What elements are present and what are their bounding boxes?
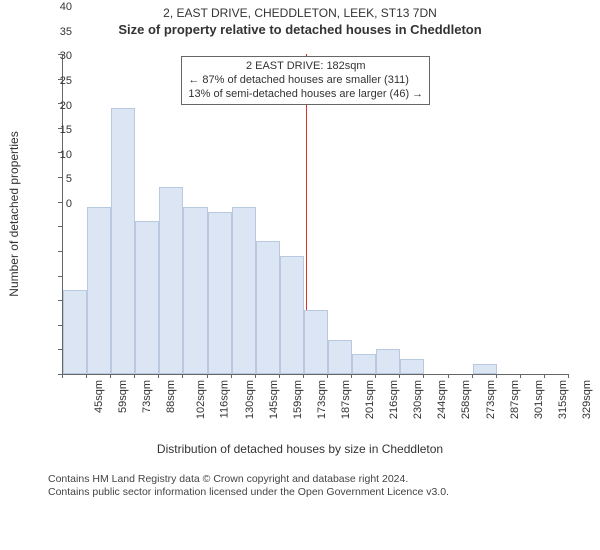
x-tick-label: 45sqm bbox=[93, 380, 105, 413]
footnote-line1: Contains HM Land Registry data © Crown c… bbox=[48, 473, 590, 487]
y-tick-label: 65 bbox=[42, 0, 72, 230]
x-tick-label: 258sqm bbox=[461, 380, 473, 419]
histogram-bar bbox=[208, 212, 232, 374]
y-tick-mark bbox=[58, 54, 62, 55]
histogram-bar bbox=[473, 364, 497, 374]
x-tick-mark bbox=[423, 374, 424, 378]
histogram-bar bbox=[159, 187, 183, 374]
histogram-bar bbox=[87, 207, 111, 374]
x-tick-mark bbox=[207, 374, 208, 378]
x-tick-label: 173sqm bbox=[316, 380, 328, 419]
histogram-bar bbox=[376, 349, 400, 374]
histogram-bar bbox=[328, 340, 352, 374]
x-tick-label: 273sqm bbox=[485, 380, 497, 419]
x-tick-mark bbox=[182, 374, 183, 378]
callout-title: 2 EAST DRIVE: 182sqm bbox=[188, 60, 423, 74]
x-tick-label: 301sqm bbox=[533, 380, 545, 419]
x-tick-label: 73sqm bbox=[141, 380, 153, 413]
x-tick-label: 116sqm bbox=[219, 380, 231, 418]
plot-area: 2 EAST DRIVE: 182sqm ← 87% of detached h… bbox=[62, 54, 569, 375]
x-tick-mark bbox=[134, 374, 135, 378]
reference-callout: 2 EAST DRIVE: 182sqm ← 87% of detached h… bbox=[181, 56, 430, 105]
histogram-bar bbox=[280, 256, 304, 374]
x-tick-label: 287sqm bbox=[509, 380, 521, 419]
footnote: Contains HM Land Registry data © Crown c… bbox=[48, 473, 590, 500]
histogram-bar bbox=[111, 108, 135, 374]
x-tick-mark bbox=[472, 374, 473, 378]
x-tick-label: 315sqm bbox=[557, 380, 569, 419]
x-tick-mark bbox=[327, 374, 328, 378]
x-tick-label: 59sqm bbox=[117, 380, 129, 413]
x-tick-label: 88sqm bbox=[165, 380, 177, 413]
x-tick-mark bbox=[255, 374, 256, 378]
x-axis-label: Distribution of detached houses by size … bbox=[0, 442, 600, 456]
page-title-address: 2, EAST DRIVE, CHEDDLETON, LEEK, ST13 7D… bbox=[0, 6, 600, 20]
x-tick-mark bbox=[110, 374, 111, 378]
histogram-bar bbox=[400, 359, 424, 374]
histogram-bar bbox=[183, 207, 207, 374]
x-tick-mark bbox=[448, 374, 449, 378]
page-title-subtitle: Size of property relative to detached ho… bbox=[0, 22, 600, 37]
histogram-bar bbox=[135, 221, 159, 374]
x-tick-mark bbox=[544, 374, 545, 378]
x-tick-label: 216sqm bbox=[388, 380, 400, 419]
x-tick-label: 145sqm bbox=[268, 380, 280, 419]
x-tick-mark bbox=[375, 374, 376, 378]
x-tick-label: 159sqm bbox=[292, 380, 304, 419]
callout-line-larger: 13% of semi-detached houses are larger (… bbox=[188, 88, 423, 102]
x-tick-mark bbox=[279, 374, 280, 378]
callout-line-smaller: ← 87% of detached houses are smaller (31… bbox=[188, 74, 423, 88]
x-tick-label: 201sqm bbox=[364, 380, 376, 419]
x-tick-label: 230sqm bbox=[412, 380, 424, 419]
x-tick-mark bbox=[568, 374, 569, 378]
x-tick-mark bbox=[399, 374, 400, 378]
x-tick-mark bbox=[496, 374, 497, 378]
x-tick-mark bbox=[303, 374, 304, 378]
x-tick-mark bbox=[158, 374, 159, 378]
x-tick-label: 244sqm bbox=[436, 380, 448, 419]
x-tick-mark bbox=[520, 374, 521, 378]
x-tick-mark bbox=[351, 374, 352, 378]
x-tick-mark bbox=[231, 374, 232, 378]
histogram-bar bbox=[232, 207, 256, 374]
histogram-bar bbox=[256, 241, 280, 374]
x-tick-label: 102sqm bbox=[196, 380, 208, 419]
histogram-bar bbox=[304, 310, 328, 374]
y-axis-label: Number of detached properties bbox=[7, 131, 21, 296]
footnote-line2: Contains public sector information licen… bbox=[48, 486, 590, 500]
x-tick-mark bbox=[86, 374, 87, 378]
x-tick-label: 187sqm bbox=[340, 380, 352, 419]
x-tick-mark bbox=[62, 374, 63, 378]
histogram-chart: Number of detached properties 2 EAST DRI… bbox=[48, 54, 568, 406]
x-tick-label: 329sqm bbox=[581, 380, 593, 419]
histogram-bar bbox=[352, 354, 376, 374]
x-tick-label: 130sqm bbox=[244, 380, 256, 419]
